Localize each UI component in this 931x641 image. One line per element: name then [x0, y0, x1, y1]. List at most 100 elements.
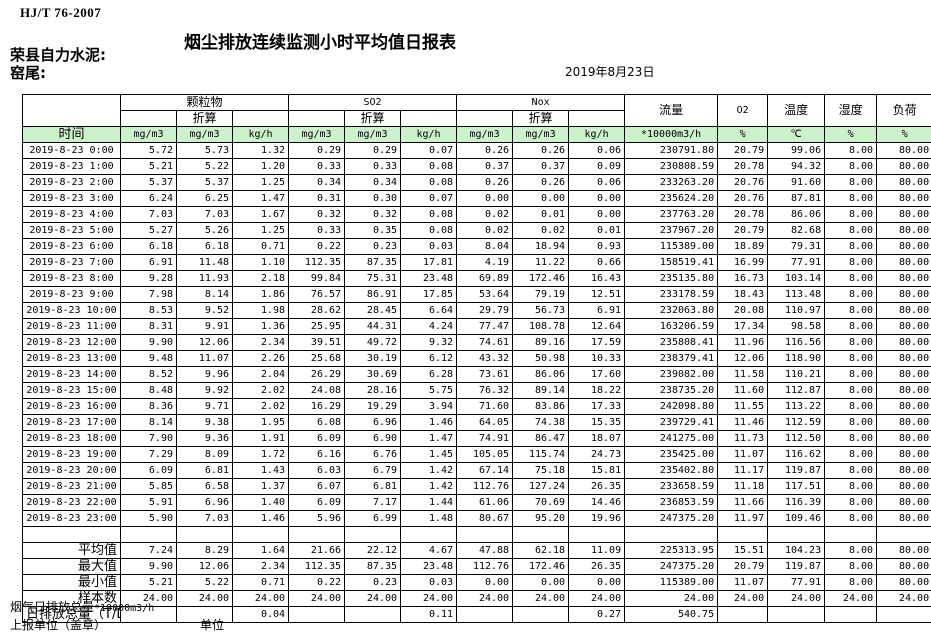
- cell-value: 2.26: [231, 350, 290, 367]
- summary-value: 0.00: [568, 574, 626, 591]
- cell-value: 28.45: [344, 302, 402, 319]
- summary-value: 24.00: [400, 590, 458, 607]
- cell-value: 237967.20: [624, 222, 719, 239]
- cell-value: 0.09: [568, 158, 626, 175]
- cell-value: 71.60: [456, 398, 514, 415]
- cell-value: 11.17: [717, 462, 769, 479]
- cell-value: 0.37: [512, 158, 570, 175]
- table-body: 2019-8-23 0:00 5.72 5.73 1.32 0.29 0.29 0.07 0.…: [22, 142, 931, 623]
- cell-value: 86.06: [767, 206, 826, 223]
- cell-value: 6.07: [288, 478, 346, 495]
- unit-humidity: %: [824, 126, 878, 143]
- cell-value: 2.18: [231, 270, 290, 287]
- summary-value: 11.09: [568, 542, 626, 559]
- summary-value: 80.00: [876, 558, 931, 575]
- cell-value: 1.44: [400, 494, 458, 511]
- cell-value: 80.67: [456, 510, 514, 527]
- cell-value: 6.08: [288, 414, 346, 431]
- spacer-cell: [231, 526, 290, 543]
- cell-value: 17.85: [400, 286, 458, 303]
- cell-value: 6.12: [400, 350, 458, 367]
- signature-line: 上报单位（盖章） 单位: [10, 616, 224, 633]
- cell-value: 9.52: [176, 302, 233, 319]
- header-group-load: 负荷: [876, 94, 931, 127]
- table-row: 2019-8-23 13:00 9.48 11.07 2.26 25.68 30.19 6.…: [22, 350, 931, 367]
- cell-value: 0.02: [456, 206, 514, 223]
- cell-value: 80.00: [876, 398, 931, 415]
- total-value: 0.27: [568, 606, 626, 623]
- cell-value: 0.29: [344, 142, 402, 159]
- cell-value: 8.31: [120, 318, 177, 335]
- cell-value: 28.62: [288, 302, 346, 319]
- spacer-cell: [512, 526, 570, 543]
- table-row: 2019-8-23 8:00 9.28 11.93 2.18 99.84 75.31 23.…: [22, 270, 931, 287]
- cell-value: 0.32: [288, 206, 346, 223]
- cell-value: 117.51: [767, 478, 826, 495]
- cell-value: 0.00: [568, 206, 626, 223]
- summary-value: 62.18: [512, 542, 570, 559]
- cell-value: 11.60: [717, 382, 769, 399]
- cell-value: 9.91: [176, 318, 233, 335]
- cell-value: 1.47: [231, 190, 290, 207]
- cell-value: 80.00: [876, 254, 931, 271]
- cell-value: 238379.41: [624, 350, 719, 367]
- cell-value: 79.31: [767, 238, 826, 255]
- cell-value: 67.14: [456, 462, 514, 479]
- cell-value: 0.08: [400, 206, 458, 223]
- unit-so2-kgh: kg/h: [400, 126, 458, 143]
- unit-pm-kgh: kg/h: [231, 126, 290, 143]
- cell-value: 18.94: [512, 238, 570, 255]
- cell-value: 1.45: [400, 446, 458, 463]
- cell-value: 0.06: [568, 174, 626, 191]
- cell-value: 0.07: [400, 142, 458, 159]
- cell-value: 238735.20: [624, 382, 719, 399]
- summary-value: 24.00: [456, 590, 514, 607]
- spacer-cell: [624, 526, 719, 543]
- footnote-total: 烟气日排放总量*10000m3/h: [10, 598, 154, 615]
- cell-value: 49.72: [344, 334, 402, 351]
- cell-value: 110.21: [767, 366, 826, 383]
- cell-value: 9.90: [120, 334, 177, 351]
- cell-value: 0.02: [512, 222, 570, 239]
- cell-value: 6.16: [288, 446, 346, 463]
- header-group-humidity: 湿度: [824, 94, 878, 127]
- spacer-cell: [120, 526, 177, 543]
- spacer-row: [22, 526, 931, 543]
- summary-value: 247375.20: [624, 558, 719, 575]
- cell-value: 30.69: [344, 366, 402, 383]
- cell-value: 6.79: [344, 462, 402, 479]
- cell-value: 80.00: [876, 302, 931, 319]
- summary-value: 24.00: [288, 590, 346, 607]
- summary-value: 24.00: [344, 590, 402, 607]
- cell-time: 2019-8-23 7:00: [22, 254, 121, 271]
- header-blank-corner: [22, 94, 121, 127]
- cell-value: 98.58: [767, 318, 826, 335]
- cell-value: 115389.00: [624, 238, 719, 255]
- cell-value: 19.29: [344, 398, 402, 415]
- cell-value: 24.08: [288, 382, 346, 399]
- cell-time: 2019-8-23 16:00: [22, 398, 121, 415]
- cell-value: 80.00: [876, 350, 931, 367]
- total-value: 540.75: [624, 606, 719, 623]
- total-label: 日排放总量（T/D）: [22, 606, 121, 623]
- cell-value: 25.68: [288, 350, 346, 367]
- table-row: 2019-8-23 4:00 7.03 7.03 1.67 0.32 0.32 0.08 0.…: [22, 206, 931, 223]
- cell-value: 12.64: [568, 318, 626, 335]
- cell-value: 116.39: [767, 494, 826, 511]
- cell-value: 112.35: [288, 254, 346, 271]
- cell-value: 115.74: [512, 446, 570, 463]
- cell-value: 20.79: [717, 222, 769, 239]
- header-pm-sub-blank2: [231, 110, 290, 127]
- cell-value: 11.97: [717, 510, 769, 527]
- cell-value: 8.14: [176, 286, 233, 303]
- cell-value: 105.05: [456, 446, 514, 463]
- cell-value: 247375.20: [624, 510, 719, 527]
- cell-value: 44.31: [344, 318, 402, 335]
- unit-so2-mgm3: mg/m3: [288, 126, 346, 143]
- total-value: [824, 606, 878, 623]
- cell-value: 6.81: [344, 478, 402, 495]
- cell-value: 2.02: [231, 382, 290, 399]
- report-table-container: 颗粒物 SO2 Nox 流量 O2 温度 湿度 负荷 折算 折算 折算: [22, 94, 931, 623]
- cell-value: 80.00: [876, 142, 931, 159]
